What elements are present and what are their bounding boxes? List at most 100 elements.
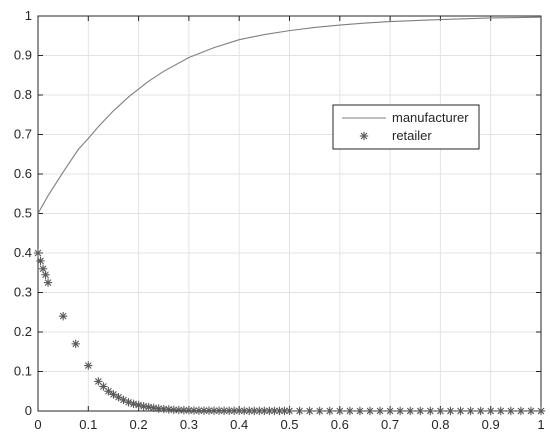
marker-stroke xyxy=(250,407,258,415)
x-tick-label: 0.6 xyxy=(331,417,349,432)
marker-stroke xyxy=(437,407,444,415)
marker-stroke xyxy=(517,407,525,415)
marker-stroke xyxy=(130,400,137,408)
x-tick-label: 1 xyxy=(537,417,544,432)
marker-stroke xyxy=(266,407,273,415)
data-point-retailer xyxy=(496,406,505,416)
marker-stroke xyxy=(34,249,42,257)
marker-stroke xyxy=(230,407,238,415)
data-point-retailer xyxy=(436,406,445,416)
legend-label-manufacturer: manufacturer xyxy=(392,110,469,125)
data-point-retailer xyxy=(406,406,415,416)
data-point-retailer xyxy=(265,406,274,416)
legend-label-retailer: retailer xyxy=(392,128,432,143)
marker-stroke xyxy=(406,407,414,415)
series-layer xyxy=(33,16,546,416)
marker-stroke xyxy=(220,407,228,415)
y-tick-label: 0.9 xyxy=(14,48,32,63)
data-point-retailer xyxy=(486,406,495,416)
marker-stroke xyxy=(110,391,117,398)
marker-stroke xyxy=(336,407,344,415)
marker-stroke xyxy=(215,407,223,415)
marker-stroke xyxy=(306,407,313,415)
data-point-retailer xyxy=(335,406,344,416)
marker-stroke xyxy=(235,407,243,415)
legend: manufacturer retailer xyxy=(332,104,480,150)
marker-stroke xyxy=(245,407,253,415)
y-tick-label: 0.7 xyxy=(14,127,32,142)
marker-stroke xyxy=(260,407,268,415)
marker-stroke xyxy=(175,406,183,414)
marker-stroke xyxy=(467,407,474,415)
legend-marker-sample xyxy=(359,131,369,141)
marker-stroke xyxy=(447,407,454,415)
data-point-retailer xyxy=(250,406,259,416)
marker-stroke xyxy=(225,407,233,415)
x-tick-label: 0.2 xyxy=(130,417,148,432)
data-point-retailer xyxy=(476,406,485,416)
data-point-retailer xyxy=(235,406,244,416)
data-point-retailer xyxy=(315,406,324,416)
data-point-retailer xyxy=(84,361,93,370)
y-tick-label: 0.4 xyxy=(14,245,32,260)
marker-stroke xyxy=(326,407,334,415)
data-point-retailer xyxy=(280,406,289,416)
marker-stroke xyxy=(95,378,102,385)
marker-stroke xyxy=(59,312,67,320)
marker-stroke xyxy=(185,407,193,414)
marker-stroke xyxy=(72,340,80,348)
data-point-retailer xyxy=(345,406,355,416)
y-tick-label: 0.3 xyxy=(14,285,32,300)
marker-stroke xyxy=(356,407,364,415)
marker-stroke xyxy=(396,407,404,415)
marker-stroke xyxy=(37,257,44,265)
y-tick-label: 0.2 xyxy=(14,324,32,339)
marker-stroke xyxy=(84,362,92,369)
marker-stroke xyxy=(205,407,213,414)
data-point-retailer xyxy=(325,406,334,416)
data-point-retailer xyxy=(385,406,395,416)
x-tick-label: 0.4 xyxy=(230,417,248,432)
marker-stroke xyxy=(210,407,218,415)
series-markers-retailer xyxy=(33,248,546,416)
marker-stroke xyxy=(39,265,47,273)
marker-stroke xyxy=(527,407,535,415)
marker-stroke xyxy=(100,383,107,390)
data-point-retailer xyxy=(456,406,465,416)
data-point-retailer xyxy=(94,377,103,386)
marker-stroke xyxy=(180,406,188,414)
marker-stroke xyxy=(537,407,545,415)
legend-asterisk xyxy=(359,131,369,141)
data-point-retailer xyxy=(240,406,249,416)
marker-stroke xyxy=(346,407,354,415)
data-point-retailer xyxy=(426,406,435,416)
marker-stroke xyxy=(135,401,142,409)
marker-stroke xyxy=(507,407,515,415)
data-point-retailer xyxy=(395,406,405,416)
data-point-retailer xyxy=(275,406,284,416)
data-point-retailer xyxy=(43,278,53,287)
x-tick-label: 0.5 xyxy=(280,417,298,432)
marker-stroke xyxy=(286,407,293,415)
marker-stroke xyxy=(276,407,283,415)
marker-stroke xyxy=(296,407,303,415)
data-point-retailer xyxy=(58,312,68,321)
y-tick-label: 0.6 xyxy=(14,166,32,181)
data-point-retailer xyxy=(104,387,113,396)
x-tick-label: 0.7 xyxy=(381,417,399,432)
marker-stroke xyxy=(44,279,52,286)
data-point-retailer xyxy=(71,339,80,349)
data-point-retailer xyxy=(199,406,209,415)
marker-stroke xyxy=(497,407,505,415)
marker-stroke xyxy=(487,407,495,415)
marker-stroke xyxy=(366,407,374,415)
data-point-retailer xyxy=(526,406,536,416)
data-point-retailer xyxy=(184,406,194,415)
data-point-retailer xyxy=(355,406,365,416)
marker-stroke xyxy=(255,407,263,415)
marker-stroke xyxy=(195,407,203,414)
marker-stroke xyxy=(281,407,288,415)
data-point-retailer xyxy=(375,406,385,416)
data-point-retailer xyxy=(99,382,108,391)
marker-stroke xyxy=(240,407,248,415)
